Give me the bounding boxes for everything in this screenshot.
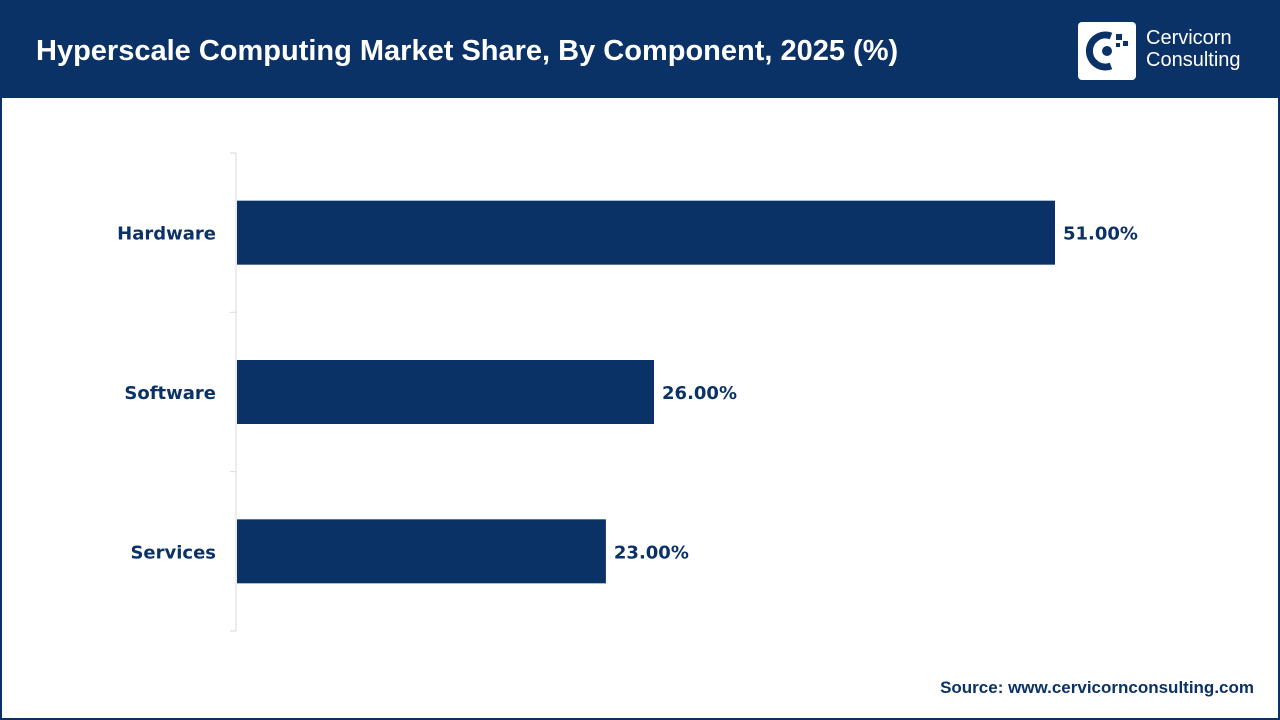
category-label-software: Software: [124, 383, 216, 404]
logo-mark: [1078, 22, 1136, 80]
logo-line-2: Consulting: [1146, 49, 1241, 71]
cervicorn-logo-icon: [1086, 31, 1128, 71]
bar-services: [237, 519, 606, 584]
bar-hardware: [237, 200, 1055, 265]
logo-line-1: Cervicorn: [1146, 27, 1232, 49]
brand-logo: Cervicorn Consulting: [1078, 22, 1268, 80]
header-bar: Hyperscale Computing Market Share, By Co…: [2, 2, 1278, 98]
value-label-services: 23.00%: [614, 542, 689, 563]
bar-software: [237, 360, 655, 424]
chart-title: Hyperscale Computing Market Share, By Co…: [36, 35, 899, 67]
bar-chart: Hardware 51.00% Software 26.00% Services 23.0…: [117, 152, 1138, 632]
value-label-software: 26.00%: [662, 383, 737, 404]
value-label-hardware: 51.00%: [1063, 224, 1138, 245]
logo-text: Cervicorn Consulting: [1146, 27, 1241, 71]
category-label-hardware: Hardware: [117, 224, 216, 245]
source-note: Source: www.cervicornconsulting.com: [940, 678, 1254, 697]
category-label-services: Services: [130, 542, 216, 563]
